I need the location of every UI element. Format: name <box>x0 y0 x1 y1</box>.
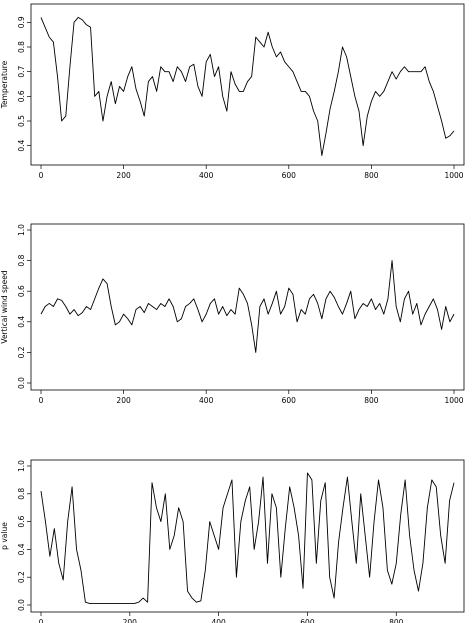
chart-panel-2: 0 200 400 600 800 1000 0.0 0.2 0.4 0.6 0.8 1.0 Verti… <box>0 223 465 405</box>
x-tick-label: 600 <box>300 618 315 623</box>
y-tick-label: 0.9 <box>17 16 26 28</box>
y-axis-label: Temperature <box>0 60 9 109</box>
x-tick-label: 600 <box>282 171 297 180</box>
x-tick-label: 800 <box>364 171 379 180</box>
y-tick-label: 0.4 <box>17 543 26 555</box>
y-tick-label: 0.6 <box>17 285 26 297</box>
y-axis-label: p value <box>0 522 9 550</box>
x-tick-label: 1000 <box>444 396 463 405</box>
y-tick-label: 0.6 <box>17 90 26 102</box>
y-tick-label: 0.4 <box>17 316 26 328</box>
y-tick-label: 0.7 <box>17 65 26 77</box>
x-tick-label: 200 <box>116 171 131 180</box>
y-tick-label: 0.0 <box>17 599 26 611</box>
y-axis-label: Vertical wind speed <box>0 270 9 343</box>
y-tick-label: 0.5 <box>17 115 26 127</box>
x-tick-label: 0 <box>39 618 44 623</box>
y-tick-label: 0.6 <box>17 515 26 527</box>
series-line <box>40 16 455 156</box>
series-line <box>40 472 455 605</box>
plot-frame <box>30 223 465 391</box>
x-tick-label: 0 <box>39 171 44 180</box>
y-tick-label: 0.0 <box>17 377 26 389</box>
y-tick-label: 0.8 <box>17 488 26 500</box>
y-tick-label: 0.4 <box>17 139 26 151</box>
plot-frame <box>30 459 465 613</box>
x-tick-label: 1000 <box>444 171 463 180</box>
x-tick-label: 600 <box>282 396 297 405</box>
y-tick-label: 1.0 <box>17 224 26 236</box>
y-tick-label: 0.2 <box>17 346 26 358</box>
x-tick-label: 400 <box>199 396 214 405</box>
y-tick-label: 1.0 <box>17 460 26 472</box>
y-tick-label: 0.2 <box>17 571 26 583</box>
series-line <box>40 260 455 353</box>
plot-frame <box>30 3 465 166</box>
x-tick-label: 0 <box>39 396 44 405</box>
chart-panel-1: 0 200 400 600 800 1000 0.4 0.5 0.6 0.7 0.8 0.9 Tempe… <box>0 3 465 180</box>
x-tick-label: 800 <box>364 396 379 405</box>
x-tick-label: 200 <box>116 396 131 405</box>
x-tick-label: 200 <box>123 618 138 623</box>
x-tick-label: 800 <box>389 618 404 623</box>
chart-panel-3: 0 200 400 600 800 0.0 0.2 0.4 0.6 0.8 1.0 p value <box>0 459 465 623</box>
x-tick-label: 400 <box>211 618 226 623</box>
x-tick-label: 400 <box>199 171 214 180</box>
y-tick-label: 0.8 <box>17 254 26 266</box>
y-tick-label: 0.8 <box>17 41 26 53</box>
